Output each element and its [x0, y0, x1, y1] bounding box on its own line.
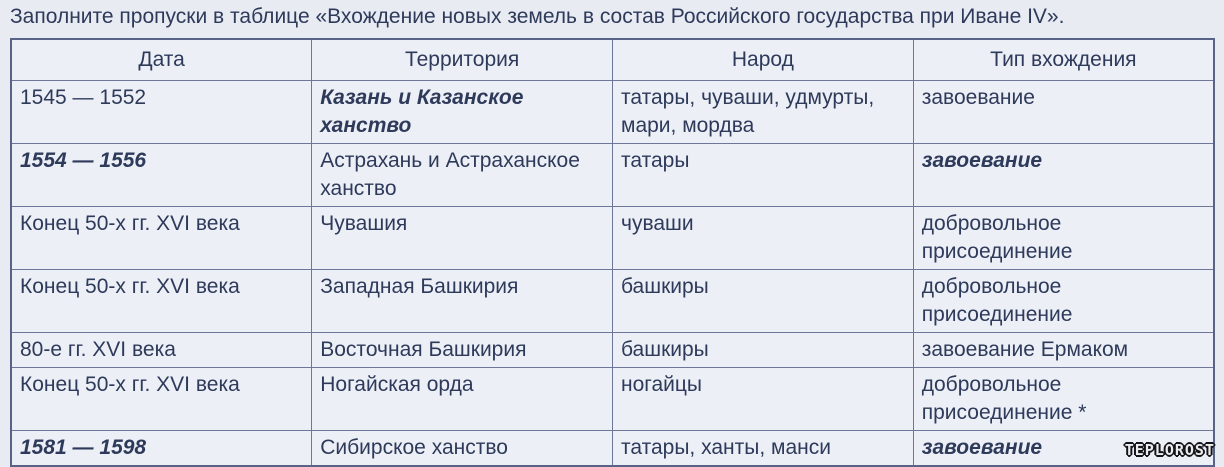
table-cell: добровольное присоединение	[912, 268, 1215, 333]
table-row: 1581 — 1598 Сибирское ханство татары, хант…	[10, 429, 1215, 466]
table-row: 80-е гг. XVI века Восточная Башкирия башки…	[10, 331, 1215, 368]
lands-table: Дата Территория Народ Тип вхождения 1545 — …	[10, 38, 1215, 467]
table-row: Конец 50-х гг. XVI века Ногайская орда ног…	[10, 366, 1215, 431]
column-header: Территория	[311, 38, 613, 81]
table-cell: Астрахань и Астраханское ханство	[311, 142, 613, 207]
table-cell: Конец 50-х гг. XVI века	[10, 366, 313, 431]
filled-answer-cell: завоевание	[912, 142, 1215, 207]
filled-answer-cell: 1581 — 1598	[10, 429, 313, 466]
table-body: 1545 — 1552 Казань и Казанское ханство тат…	[10, 79, 1215, 466]
filled-answer-cell: 1554 — 1556	[10, 142, 313, 207]
table-cell: Ногайская орда	[311, 366, 613, 431]
column-header: Дата	[10, 38, 313, 81]
table-row: Конец 50-х гг. XVI века Западная Башкирия…	[10, 268, 1215, 333]
table-cell: Конец 50-х гг. XVI века	[10, 205, 313, 270]
table-cell: татары, ханты, манси	[612, 429, 914, 466]
table-cell: чуваши	[612, 205, 914, 270]
filled-answer-cell: завоевание	[912, 429, 1215, 466]
page-title: Заполните пропуски в таблице «Вхождение …	[10, 5, 1065, 28]
table-cell: Сибирское ханство	[311, 429, 613, 466]
table-cell: татары	[612, 142, 914, 207]
table-cell: Западная Башкирия	[311, 268, 613, 333]
table-cell: башкиры	[612, 331, 914, 368]
table-cell: татары, чуваши, удмурты, мари, мордва	[612, 79, 914, 144]
table-cell: башкиры	[612, 268, 914, 333]
table-cell: ногайцы	[612, 366, 914, 431]
table-cell: добровольное присоединение	[912, 205, 1215, 270]
column-header: Народ	[612, 38, 914, 81]
table-cell: завоевание	[912, 79, 1215, 144]
table-cell: Чувашия	[311, 205, 613, 270]
table-cell: 1545 — 1552	[10, 79, 313, 144]
table-cell: Восточная Башкирия	[311, 331, 613, 368]
table-row: Конец 50-х гг. XVI века Чувашия чуваши добр…	[10, 205, 1215, 270]
column-header: Тип вхождения	[912, 38, 1215, 81]
watermark: TEPLOROST	[1124, 441, 1215, 459]
table-cell: Конец 50-х гг. XVI века	[10, 268, 313, 333]
header-row: Дата Территория Народ Тип вхождения	[10, 38, 1215, 81]
table-head: Дата Территория Народ Тип вхождения	[10, 38, 1215, 81]
table-cell: добровольное присоединение *	[912, 366, 1215, 431]
filled-answer-cell: Казань и Казанское ханство	[311, 79, 613, 144]
table-row: 1554 — 1556 Астрахань и Астраханское ханс…	[10, 142, 1215, 207]
table-cell: 80-е гг. XVI века	[10, 331, 313, 368]
table-cell: завоевание Ермаком	[912, 331, 1215, 368]
table-row: 1545 — 1552 Казань и Казанское ханство тат…	[10, 79, 1215, 144]
